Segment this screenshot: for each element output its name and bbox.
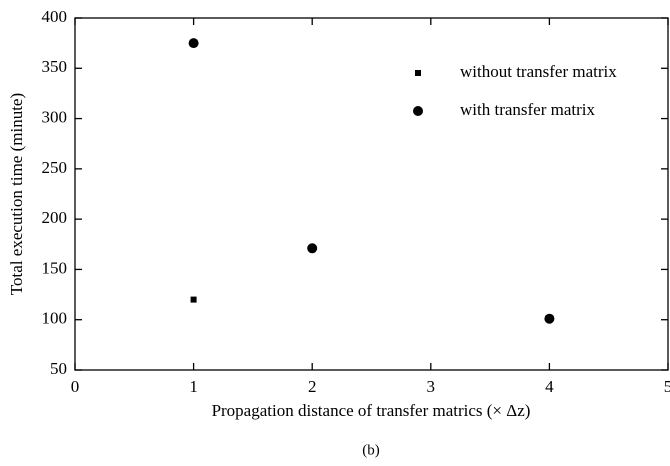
caption: (b) [362, 442, 380, 458]
marker [544, 313, 555, 324]
legend-marker [415, 70, 421, 76]
x-tick-label: 5 [664, 377, 670, 396]
legend-label: without transfer matrix [460, 62, 617, 81]
x-tick-label: 4 [545, 377, 554, 396]
x-tick-label: 2 [308, 377, 317, 396]
y-tick-label: 50 [50, 359, 67, 378]
marker [188, 38, 199, 49]
marker [307, 243, 318, 254]
marker [190, 296, 197, 303]
x-axis-label: Propagation distance of transfer matrics… [212, 401, 531, 420]
y-tick-label: 300 [42, 107, 68, 126]
x-tick-label: 1 [189, 377, 198, 396]
y-tick-label: 250 [42, 158, 68, 177]
y-tick-label: 350 [42, 57, 68, 76]
legend-label: with transfer matrix [460, 100, 596, 119]
x-tick-label: 3 [427, 377, 436, 396]
y-tick-label: 200 [42, 208, 68, 227]
y-tick-label: 150 [42, 258, 68, 277]
x-tick-label: 0 [71, 377, 80, 396]
plot-frame [74, 17, 669, 371]
legend-marker [413, 106, 423, 116]
y-axis-label: Total execution time (minute) [7, 93, 26, 295]
y-tick-label: 400 [42, 7, 68, 26]
y-tick-label: 100 [42, 309, 68, 328]
